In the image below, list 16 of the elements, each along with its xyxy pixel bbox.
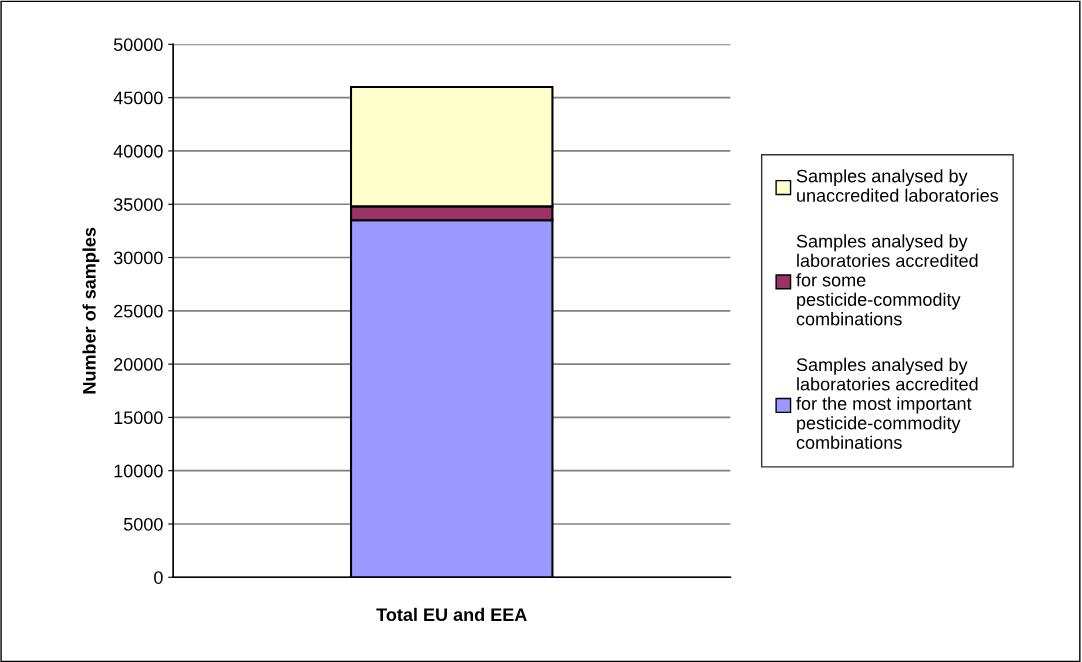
y-tick-label: 15000 xyxy=(114,411,163,425)
legend-label: Samples analysed by unaccredited laboratories xyxy=(796,169,999,202)
y-tick-label: 10000 xyxy=(114,464,163,478)
y-tick-label: 50000 xyxy=(113,38,163,52)
y-tick-label: 45000 xyxy=(113,91,163,105)
y-tick-label: 5000 xyxy=(123,517,163,531)
legend-label: Samples analysed by laboratories accredited for the most important pesticide-commodity combinations xyxy=(796,357,978,449)
y-tick-label: 35000 xyxy=(113,198,163,211)
y-tick-label: 40000 xyxy=(113,144,163,158)
y-tick-label: 0 xyxy=(154,571,163,584)
legend-label: Samples analysed by laboratories accredited for some pesticide-commodity combinations xyxy=(796,234,978,326)
y-tick-label: 30000 xyxy=(113,251,163,265)
y-tick-label: 25000 xyxy=(114,304,163,318)
y-axis-title: Number of samples xyxy=(82,227,100,394)
y-tick-label: 20000 xyxy=(114,358,163,371)
x-tick-label: Total EU and EEA xyxy=(376,607,527,622)
